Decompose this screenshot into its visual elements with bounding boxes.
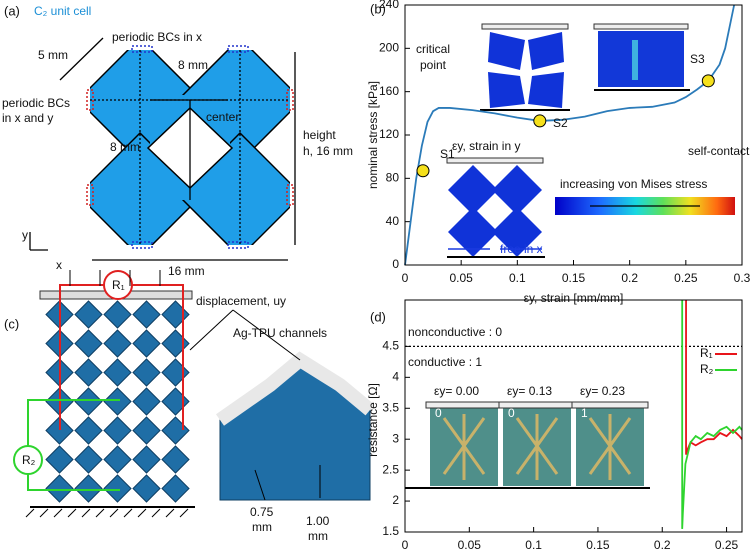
x-tick-label: 0 xyxy=(402,271,409,285)
state-marker xyxy=(701,74,715,88)
annotation: 8 mm xyxy=(178,58,208,72)
resistor-label: R₂ xyxy=(22,453,36,467)
y-axis-label: nominal stress [kPa] xyxy=(366,81,380,189)
y-tick-label: 160 xyxy=(379,84,399,98)
photo-channels xyxy=(588,414,632,480)
x-tick-label: 0.15 xyxy=(562,271,586,285)
annotation: εy, strain in y xyxy=(452,139,520,153)
photo-channels xyxy=(442,414,486,480)
y-tick-label: 80 xyxy=(386,171,400,185)
axis-label: x xyxy=(56,258,62,272)
annotation: critical xyxy=(416,42,450,56)
plot-frame xyxy=(404,299,743,533)
annotation: 5 mm xyxy=(38,48,68,62)
y-tick-label: 4 xyxy=(392,370,399,384)
inset-state: 1 xyxy=(581,406,588,420)
annotation: mm xyxy=(252,520,272,534)
legend-label: R₂ xyxy=(700,362,714,376)
photo-plate xyxy=(571,401,649,409)
x-tick-label: 0.3 xyxy=(734,271,750,285)
annotation: mm xyxy=(308,529,328,543)
panel-label: (c) xyxy=(4,316,19,331)
annotation: displacement, uy xyxy=(196,294,286,308)
x-tick-label: 0.1 xyxy=(509,271,526,285)
annotation: center xyxy=(206,110,239,124)
panel-label: (b) xyxy=(370,1,386,16)
annotation: periodic BCs in x xyxy=(112,30,202,44)
axis-label: y xyxy=(22,228,28,242)
line-series xyxy=(685,300,743,455)
y-tick-label: 4.5 xyxy=(382,339,399,353)
annotation: 8 mm xyxy=(110,140,140,154)
annotation: Ag-TPU channels xyxy=(233,326,327,340)
dimension-lines xyxy=(29,37,296,261)
y-tick-label: 2.5 xyxy=(382,462,399,476)
inset-state: 0 xyxy=(508,406,515,420)
annotation: in x and y xyxy=(2,111,53,125)
y-tick-label: 200 xyxy=(379,41,399,55)
x-tick-label: 0.1 xyxy=(525,538,542,552)
resistor-label: R₁ xyxy=(112,278,125,292)
bc-markers xyxy=(86,45,294,249)
y-tick-label: 3 xyxy=(392,431,399,445)
sensor-diagram xyxy=(13,270,375,518)
x-tick-label: 0 xyxy=(402,538,409,552)
annotation: 1.00 xyxy=(306,514,330,528)
x-tick-label: 0.2 xyxy=(654,538,671,552)
panel-label: (d) xyxy=(370,309,386,324)
state-label: S3 xyxy=(690,52,705,66)
y-tick-label: 2 xyxy=(392,493,399,507)
x-axis-label: εy, strain [mm/mm] xyxy=(524,291,624,305)
x-tick-label: 0.25 xyxy=(715,538,739,552)
photo-channels xyxy=(515,414,559,480)
inset-state: 0 xyxy=(435,406,442,420)
y-tick-label: 3.5 xyxy=(382,400,399,414)
x-tick-label: 0.05 xyxy=(458,538,482,552)
annotation: h, 16 mm xyxy=(303,144,353,158)
inset-strain: εy= 0.00 xyxy=(434,384,479,398)
annotation: 0.75 xyxy=(250,505,274,519)
annotation: free in x xyxy=(500,242,543,256)
panel-title: C₂ unit cell xyxy=(34,4,91,18)
x-tick-label: 0.05 xyxy=(449,271,473,285)
plot-frame xyxy=(404,4,743,266)
annotation: nonconductive : 0 xyxy=(408,325,502,339)
state-marker xyxy=(533,114,547,128)
x-tick-label: 0.15 xyxy=(586,538,610,552)
x-tick-label: 0.25 xyxy=(674,271,698,285)
inset-strain: εy= 0.13 xyxy=(507,384,552,398)
y-axis-label: resistance [Ω] xyxy=(366,383,380,457)
fem-insets xyxy=(446,23,735,258)
state-label: S1 xyxy=(440,147,455,161)
legend-label: R₁ xyxy=(700,346,713,360)
y-tick-label: 240 xyxy=(379,0,399,11)
line-series xyxy=(681,300,743,529)
annotation: height xyxy=(303,128,336,142)
annotation: increasing von Mises stress xyxy=(560,177,707,191)
annotation: 16 mm xyxy=(168,264,205,278)
inset-strain: εy= 0.23 xyxy=(580,384,625,398)
annotation: periodic BCs xyxy=(2,96,70,110)
state-marker xyxy=(416,164,430,178)
y-tick-label: 1.5 xyxy=(382,524,399,538)
annotation: point xyxy=(420,58,447,72)
annotation: self-contact xyxy=(688,144,750,158)
state-label: S2 xyxy=(553,116,568,130)
y-tick-label: 0 xyxy=(392,257,399,271)
y-tick-label: 40 xyxy=(386,214,400,228)
annotation: conductive : 1 xyxy=(408,355,482,369)
y-tick-label: 120 xyxy=(379,127,399,141)
x-tick-label: 0.2 xyxy=(621,271,638,285)
panel-label: (a) xyxy=(4,3,20,18)
